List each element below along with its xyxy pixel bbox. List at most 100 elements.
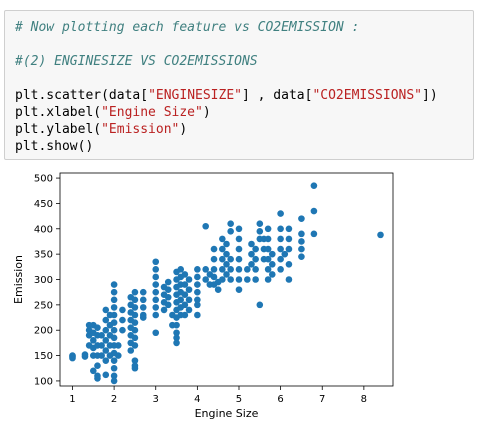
scatter-point bbox=[119, 316, 126, 324]
scatter-point bbox=[102, 337, 110, 344]
scatter-point bbox=[219, 255, 226, 263]
code-string: "Engine Size" bbox=[101, 105, 203, 120]
scatter-point bbox=[114, 352, 122, 359]
scatter-point bbox=[281, 250, 289, 258]
scatter-point bbox=[227, 220, 234, 228]
scatter-point bbox=[173, 339, 180, 347]
y-tick-label: 100 bbox=[34, 376, 53, 387]
scatter-point bbox=[252, 245, 259, 253]
scatter-point bbox=[181, 301, 189, 309]
scatter-point bbox=[139, 314, 147, 321]
scatter-point bbox=[110, 364, 118, 372]
scatter-point bbox=[214, 286, 222, 293]
scatter-point bbox=[194, 296, 201, 304]
scatter-point bbox=[277, 266, 284, 273]
scatter-point bbox=[219, 276, 226, 283]
scatter-point bbox=[219, 245, 226, 253]
scatter-point bbox=[256, 220, 264, 228]
scatter-point bbox=[252, 276, 259, 283]
scatter-point bbox=[227, 255, 234, 263]
scatter-point bbox=[110, 319, 118, 326]
scatter-point bbox=[235, 255, 243, 263]
scatter-point bbox=[164, 293, 172, 301]
scatter-point bbox=[285, 276, 293, 283]
scatter-point bbox=[94, 375, 101, 382]
scatter-point bbox=[131, 311, 139, 319]
scatter-point bbox=[102, 371, 110, 379]
scatter-point bbox=[268, 271, 276, 278]
scatter-point bbox=[90, 337, 97, 344]
y-tick-label: 350 bbox=[34, 250, 53, 261]
scatter-point bbox=[152, 281, 160, 288]
scatter-point bbox=[227, 276, 234, 283]
scatter-point bbox=[164, 301, 172, 309]
scatter-point bbox=[98, 342, 105, 349]
x-tick-label: 1 bbox=[69, 394, 75, 405]
scatter-point bbox=[298, 253, 305, 260]
y-tick-label: 400 bbox=[34, 224, 53, 235]
scatter-point bbox=[131, 334, 139, 342]
scatter-point bbox=[285, 225, 293, 233]
scatter-point bbox=[227, 228, 234, 235]
scatter-point bbox=[285, 245, 293, 253]
code-token: plt.scatter(data[ bbox=[15, 88, 149, 103]
scatter-point bbox=[131, 357, 139, 364]
code-string: "ENGINESIZE" bbox=[148, 88, 242, 103]
y-tick-label: 300 bbox=[34, 275, 53, 286]
x-tick-label: 8 bbox=[361, 394, 367, 405]
scatter-point bbox=[227, 266, 234, 273]
x-tick-label: 2 bbox=[111, 394, 117, 405]
x-tick-label: 7 bbox=[319, 394, 325, 405]
scatter-point bbox=[210, 266, 218, 273]
scatter-point bbox=[114, 342, 122, 349]
scatter-point bbox=[139, 304, 147, 311]
scatter-point bbox=[235, 245, 243, 253]
scatter-point bbox=[210, 245, 218, 253]
scatter-point bbox=[194, 288, 201, 296]
y-axis: 100 150 200 250 300 350 400 450 500 bbox=[34, 174, 60, 387]
scatter-point bbox=[110, 304, 118, 311]
scatter-point bbox=[131, 326, 139, 334]
x-tick-label: 6 bbox=[277, 394, 283, 405]
scatter-point bbox=[181, 311, 189, 319]
scatter-point bbox=[98, 352, 105, 359]
scatter-point bbox=[110, 326, 118, 334]
scatter-point bbox=[110, 311, 118, 319]
scatter-point bbox=[173, 329, 180, 337]
y-tick-label: 450 bbox=[34, 199, 53, 210]
scatter-point bbox=[110, 377, 118, 385]
scatter-point bbox=[164, 286, 172, 293]
scatter-point bbox=[152, 304, 160, 311]
scatter-point bbox=[202, 276, 209, 283]
y-tick-label: 200 bbox=[34, 326, 53, 337]
scatter-point bbox=[177, 266, 185, 273]
scatter-point bbox=[264, 225, 272, 233]
scatter-point bbox=[256, 301, 264, 309]
scatter-point bbox=[248, 260, 255, 268]
scatter-point bbox=[94, 324, 101, 331]
scatter-point bbox=[285, 235, 293, 243]
scatter-point bbox=[252, 255, 259, 263]
scatter-point bbox=[160, 306, 168, 314]
scatter-point bbox=[235, 286, 243, 293]
code-token: plt.xlabel( bbox=[15, 105, 102, 120]
code-cell[interactable]: # Now plotting each feature vs CO2EMISSI… bbox=[4, 10, 474, 160]
scatter-point bbox=[152, 288, 160, 296]
scatter-point bbox=[194, 281, 201, 288]
scatter-point bbox=[202, 266, 209, 273]
y-tick-label: 500 bbox=[34, 174, 53, 185]
scatter-point bbox=[277, 235, 284, 243]
plot-frame bbox=[59, 172, 394, 387]
scatter-point bbox=[177, 296, 185, 304]
x-axis-label: Engine Size bbox=[195, 407, 259, 420]
scatter-point bbox=[127, 347, 135, 354]
scatter-chart: 100 150 200 250 300 350 400 450 500 1 2 3 4 5 6 7 8 Eng… bbox=[12, 172, 394, 420]
scatter-point bbox=[131, 288, 139, 296]
scatter-point bbox=[310, 230, 318, 238]
scatter-point bbox=[98, 331, 105, 339]
scatter-point bbox=[244, 276, 251, 283]
scatter-point bbox=[110, 334, 118, 342]
scatter-point bbox=[264, 245, 272, 253]
scatter-point bbox=[264, 255, 272, 263]
scatter-point bbox=[152, 329, 160, 337]
